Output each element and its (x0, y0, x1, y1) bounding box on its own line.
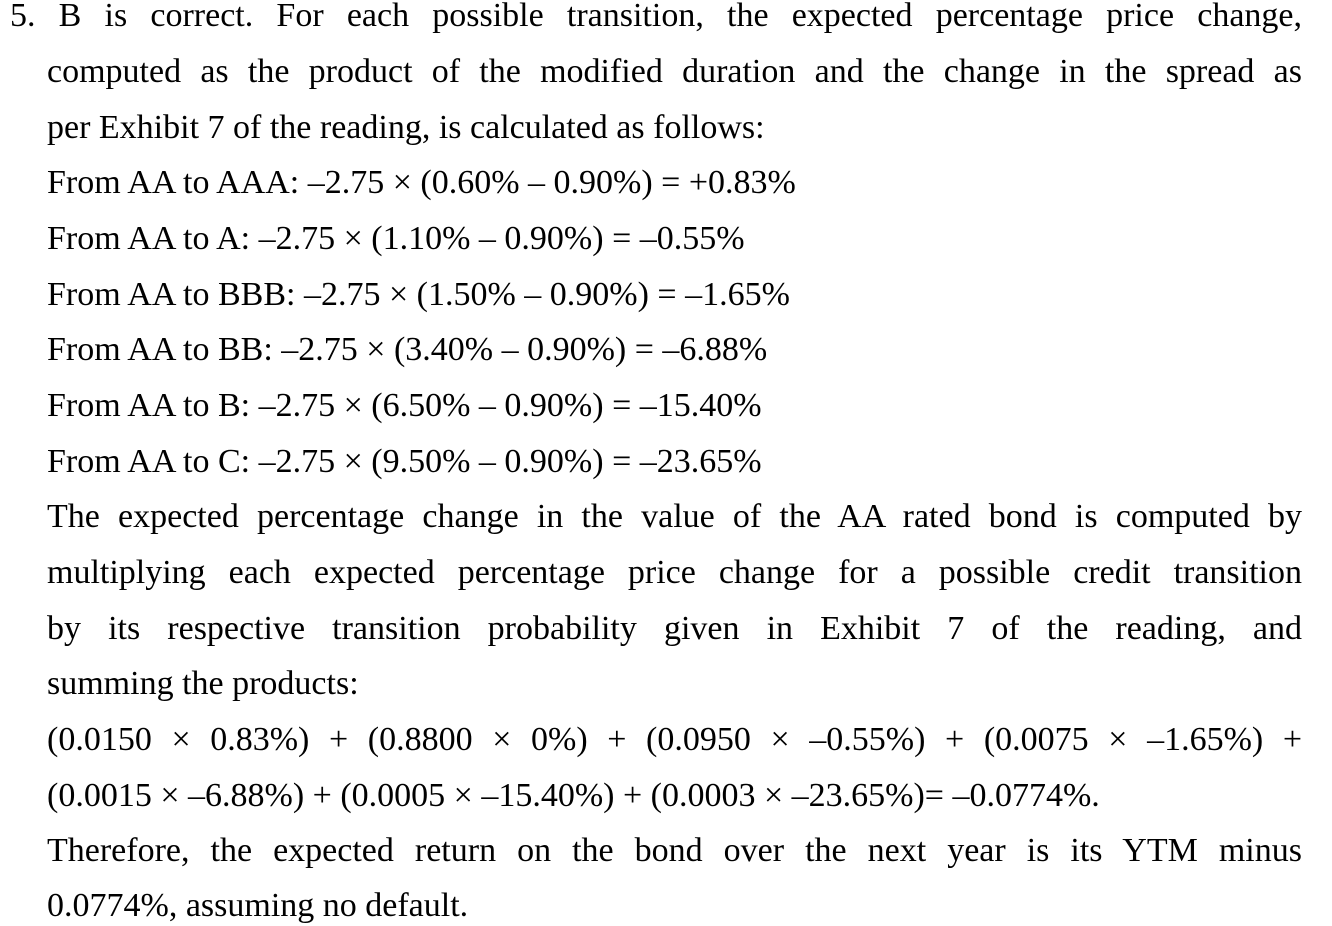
intro-line-3: per Exhibit 7 of the reading, is calcula… (47, 109, 765, 146)
transition-aa-to-c: From AA to C: –2.75 × (9.50% – 0.90%) = … (47, 443, 762, 480)
transition-aa-to-a: From AA to A: –2.75 × (1.10% – 0.90%) = … (47, 220, 745, 257)
intro-line-1: 5. B is correct. For each possible trans… (10, 0, 1302, 34)
transition-aa-to-bbb: From AA to BBB: –2.75 × (1.50% – 0.90%) … (47, 276, 790, 313)
explanation-line-4: summing the products: (47, 665, 359, 702)
transition-aa-to-b: From AA to B: –2.75 × (6.50% – 0.90%) = … (47, 387, 762, 424)
conclusion-line-2: 0.0774%, assuming no default. (47, 887, 469, 924)
explanation-line-2: multiplying each expected percentage pri… (47, 554, 1302, 591)
transition-aa-to-aaa: From AA to AAA: –2.75 × (0.60% – 0.90%) … (47, 164, 796, 201)
formula-line-2: (0.0015 × –6.88%) + (0.0005 × –15.40%) +… (47, 777, 1100, 814)
explanation-line-3: by its respective transition probability… (47, 610, 1302, 647)
conclusion-line-1: Therefore, the expected return on the bo… (47, 832, 1302, 869)
intro-line-2: computed as the product of the modified … (47, 53, 1302, 90)
transition-aa-to-bb: From AA to BB: –2.75 × (3.40% – 0.90%) =… (47, 331, 768, 368)
explanation-line-1: The expected percentage change in the va… (47, 498, 1302, 535)
formula-line-1: (0.0150 × 0.83%) + (0.8800 × 0%) + (0.09… (47, 721, 1302, 758)
